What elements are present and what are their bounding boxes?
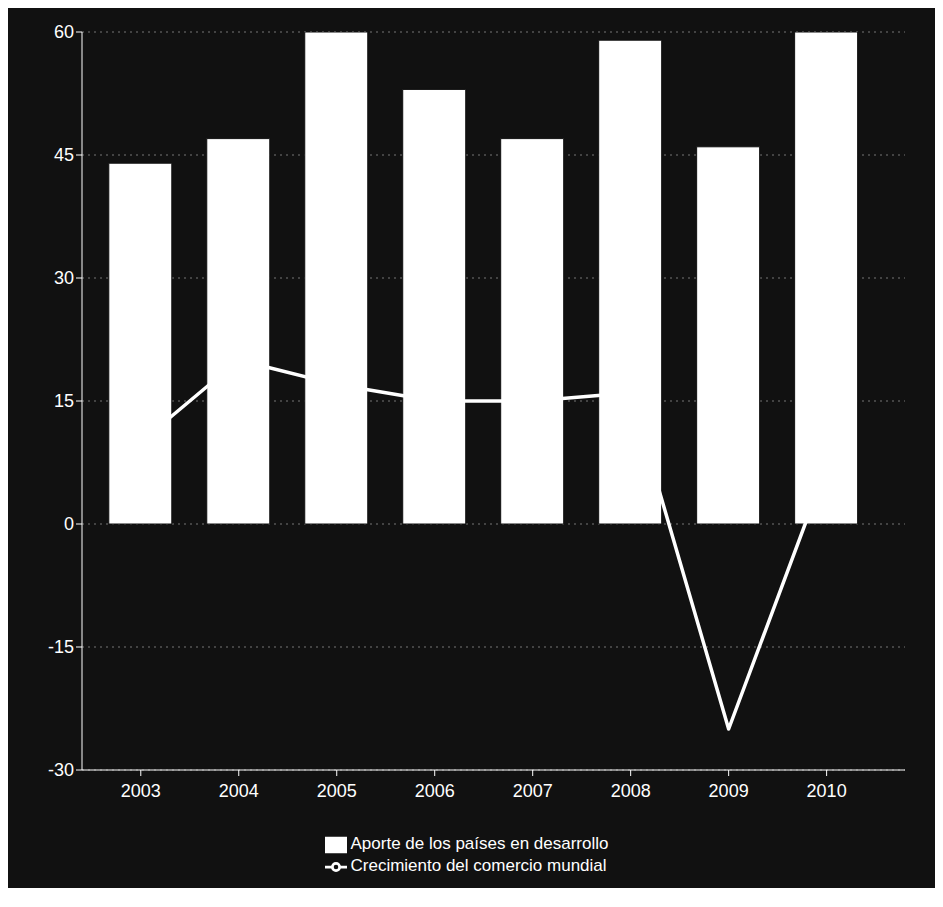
svg-text:2003: 2003 (121, 781, 161, 801)
html-text:Crecimiento del comercio mundi: Crecimiento del comercio mundial (350, 856, 607, 876)
svg-text:2008: 2008 (611, 781, 651, 801)
svg-text:45: 45 (54, 145, 74, 165)
svg-text:0: 0 (64, 514, 74, 534)
html-text:Aporte de los países en desarr: Aporte de los países en desarrollo (350, 834, 609, 854)
svg-text:2010: 2010 (807, 781, 847, 801)
svg-text:15: 15 (54, 391, 74, 411)
svg-text:30: 30 (54, 268, 74, 288)
svg-text:-30: -30 (48, 760, 74, 780)
svg-text:2005: 2005 (317, 781, 357, 801)
svg-text:2004: 2004 (219, 781, 259, 801)
svg-text:2009: 2009 (709, 781, 749, 801)
svg-text:2007: 2007 (513, 781, 553, 801)
svg-text:2006: 2006 (415, 781, 455, 801)
svg-text:60: 60 (54, 22, 74, 42)
svg-text:-15: -15 (48, 637, 74, 657)
